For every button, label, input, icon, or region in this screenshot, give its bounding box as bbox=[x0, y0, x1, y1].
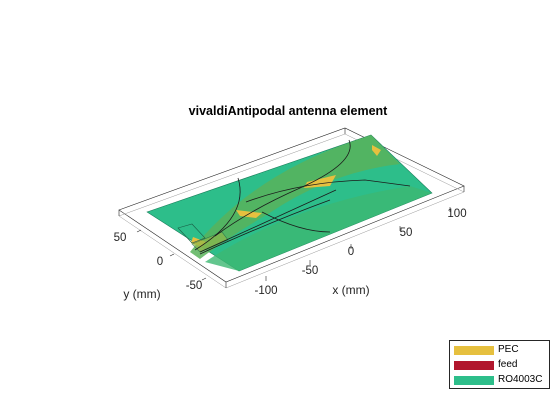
legend-item-ro4003c: RO4003C bbox=[454, 373, 542, 387]
legend-label: feed bbox=[498, 359, 518, 370]
x-tick-label: 50 bbox=[400, 227, 413, 239]
x-tick-label: 0 bbox=[348, 246, 354, 258]
y-axis-label: y (mm) bbox=[123, 287, 160, 301]
feed-region bbox=[177, 223, 229, 253]
y-tick-label: 50 bbox=[114, 232, 127, 244]
legend: PEC feed RO4003C bbox=[449, 340, 550, 389]
legend-swatch bbox=[454, 345, 494, 355]
x-axis-label: x (mm) bbox=[332, 283, 369, 297]
legend-label: RO4003C bbox=[498, 374, 543, 385]
x-tick-label: -100 bbox=[254, 285, 277, 297]
lower-flare bbox=[205, 186, 432, 271]
x-tick-label: -50 bbox=[302, 265, 319, 277]
x-tick-labels: -100 -50 0 50 100 bbox=[254, 208, 466, 297]
y-tick-label: -50 bbox=[186, 280, 203, 292]
upper-flare bbox=[190, 135, 400, 259]
figure-title: vivaldiAntipodal antenna element bbox=[189, 104, 388, 118]
legend-swatch bbox=[454, 375, 494, 385]
y-tick-label: 0 bbox=[157, 256, 163, 268]
y-tick-labels: 50 0 -50 bbox=[114, 232, 203, 292]
legend-item-pec: PEC bbox=[454, 343, 519, 357]
axes-box bbox=[118, 127, 465, 289]
x-tick-label: 100 bbox=[447, 208, 466, 220]
x-axis-ticks bbox=[265, 207, 451, 281]
flare-curves bbox=[194, 139, 411, 255]
legend-swatch bbox=[454, 360, 494, 370]
legend-label: PEC bbox=[498, 344, 519, 355]
y-axis-ticks bbox=[136, 229, 207, 281]
legend-item-feed: feed bbox=[454, 358, 517, 372]
